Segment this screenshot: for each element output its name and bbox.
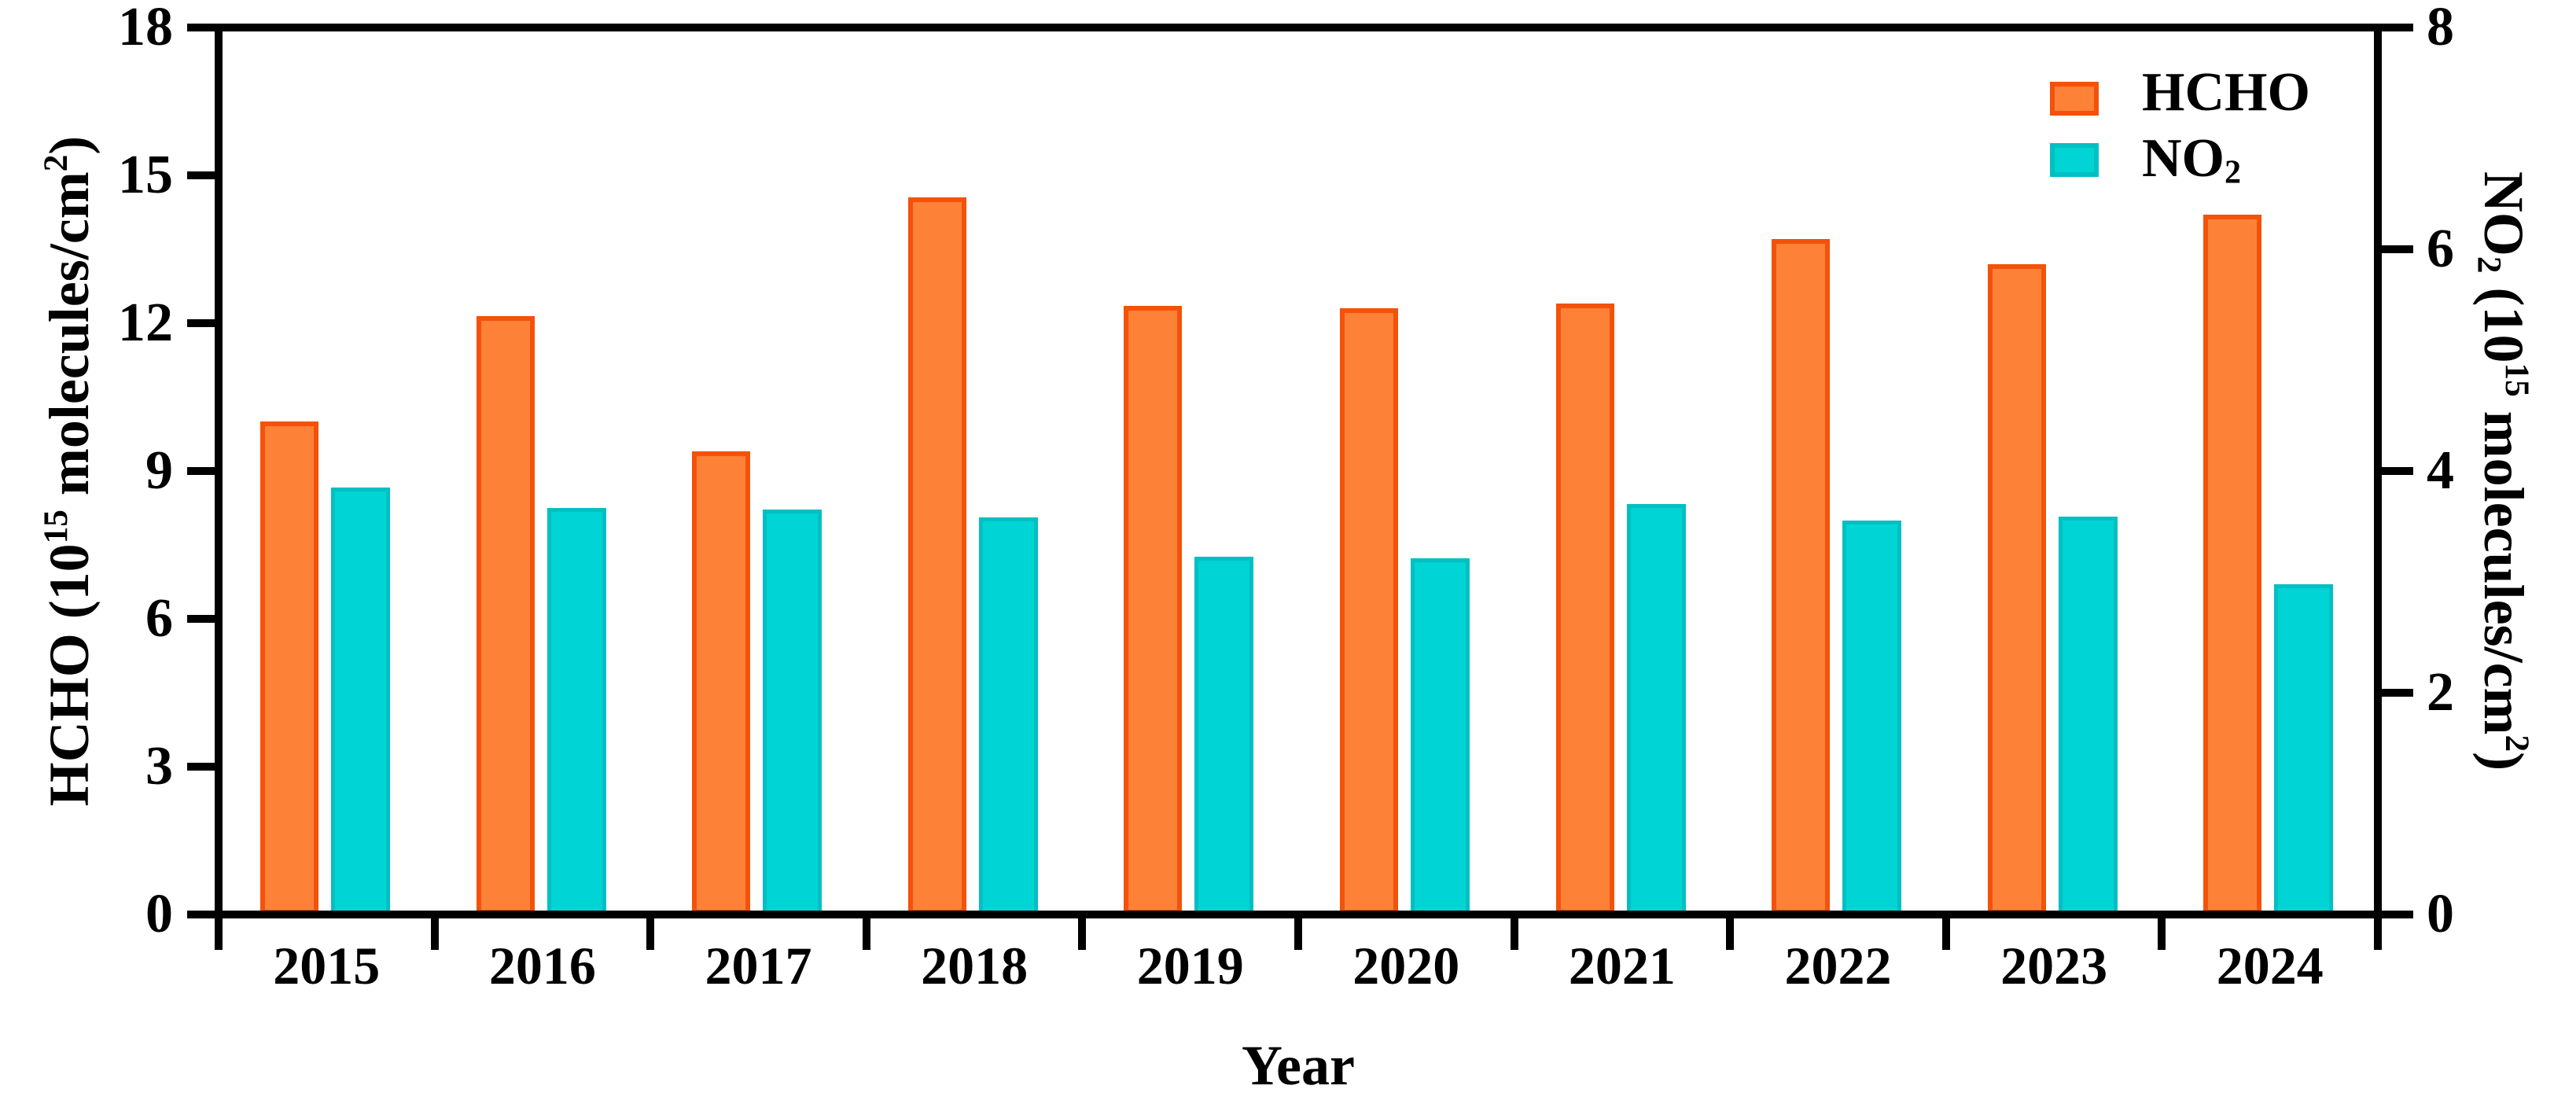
right-axis-tick-label: 2	[2427, 662, 2454, 723]
superscript: 15	[38, 510, 75, 544]
left-axis-tick	[187, 615, 219, 623]
left-axis-title: HCHO (1015 molecules/cm2)	[19, 0, 101, 1021]
x-tick-label-2017: 2017	[705, 936, 812, 995]
left-axis-tick-label: 0	[145, 884, 173, 944]
bar-no2-2019	[1194, 556, 1254, 915]
bar-no2-2022	[1842, 521, 1902, 915]
x-axis-tick	[430, 918, 439, 950]
right-axis-tick	[2382, 911, 2413, 918]
x-axis-tick	[1941, 918, 1950, 950]
left-axis-tick-label: 15	[118, 145, 173, 205]
bar-no2-2023	[2058, 516, 2118, 915]
left-axis-tick	[187, 24, 219, 31]
right-axis-tick	[2382, 245, 2413, 253]
bar-hcho-2023	[1987, 263, 2046, 915]
left-axis-tick	[187, 763, 219, 771]
x-tick-label-2016: 2016	[488, 936, 596, 995]
x-tick-label-2022: 2022	[1784, 936, 1892, 995]
legend-label-hcho: HCHO	[2142, 61, 2310, 124]
bar-hcho-2022	[1772, 239, 1831, 915]
x-axis-tick	[1294, 918, 1302, 950]
bar-no2-2016	[546, 507, 606, 915]
superscript: 2	[2498, 734, 2535, 753]
right-axis-tick	[2382, 467, 2413, 475]
text-run: )	[37, 135, 101, 155]
x-axis-tick	[2374, 918, 2382, 950]
left-axis-tick-label: 18	[118, 0, 173, 57]
bar-hcho-2018	[907, 197, 966, 915]
left-axis-tick	[187, 467, 219, 475]
x-axis-tick	[862, 918, 870, 950]
x-axis-tick	[2158, 918, 2166, 950]
plot-frame	[215, 24, 2382, 918]
superscript: 2	[38, 154, 75, 172]
bar-no2-2017	[763, 510, 822, 915]
x-axis-tick	[646, 918, 655, 950]
text-run: HCHO	[2142, 62, 2310, 123]
right-axis-tick	[2382, 689, 2413, 697]
x-axis-tick	[215, 918, 223, 950]
bar-no2-2015	[331, 488, 390, 915]
left-axis-tick	[187, 911, 219, 918]
left-axis-tick-label: 9	[145, 440, 173, 501]
text-run: )	[2472, 752, 2536, 771]
x-tick-label-2019: 2019	[1136, 936, 1244, 995]
x-tick-label-2015: 2015	[273, 936, 381, 995]
bar-no2-2018	[978, 517, 1038, 915]
bar-hcho-2017	[692, 451, 751, 915]
bar-hcho-2020	[1340, 308, 1398, 915]
x-tick-label-2021: 2021	[1568, 936, 1676, 995]
legend-swatch-hcho	[2050, 82, 2099, 116]
right-axis-tick-label: 6	[2427, 219, 2454, 279]
x-axis-tick	[1726, 918, 1735, 950]
x-tick-label-2018: 2018	[921, 936, 1029, 995]
x-axis-tick	[1510, 918, 1518, 950]
left-axis-tick	[187, 171, 219, 179]
left-axis-tick-label: 12	[118, 293, 173, 353]
right-axis-tick-label: 8	[2427, 0, 2454, 57]
text-run: NO	[2472, 171, 2536, 256]
legend-label-no2: NO2	[2142, 127, 2241, 190]
bar-no2-2024	[2274, 583, 2334, 915]
superscript: 15	[2498, 362, 2535, 397]
x-tick-label-2023: 2023	[2000, 936, 2108, 995]
text-run: molecules/cm	[37, 171, 101, 510]
bar-hcho-2015	[260, 421, 318, 915]
legend-swatch-no2	[2050, 143, 2099, 177]
right-axis-tick	[2382, 24, 2413, 31]
bar-hcho-2021	[1555, 303, 1614, 915]
bar-hcho-2024	[2203, 215, 2262, 915]
subscript: 2	[2470, 256, 2508, 274]
left-axis-tick	[187, 319, 219, 327]
left-axis-tick-label: 3	[145, 736, 173, 797]
x-axis-title: Year	[1242, 1034, 1355, 1093]
right-axis-title: NO2 (1015 molecules/cm2)	[2471, 0, 2554, 1021]
bar-no2-2020	[1411, 558, 1470, 915]
left-axis-tick-label: 6	[145, 588, 173, 649]
bar-hcho-2019	[1124, 306, 1183, 915]
right-axis-tick-label: 0	[2427, 884, 2454, 944]
x-tick-label-2020: 2020	[1352, 936, 1460, 995]
text-run: NO	[2142, 128, 2225, 189]
text-run: HCHO (10	[37, 543, 101, 807]
x-tick-label-2024: 2024	[2216, 936, 2324, 995]
text-run: (10	[2472, 273, 2536, 363]
x-axis-tick	[1078, 918, 1087, 950]
subscript: 2	[2225, 154, 2241, 191]
right-axis-tick-label: 4	[2427, 440, 2454, 501]
text-run: molecules/cm	[2472, 396, 2536, 735]
